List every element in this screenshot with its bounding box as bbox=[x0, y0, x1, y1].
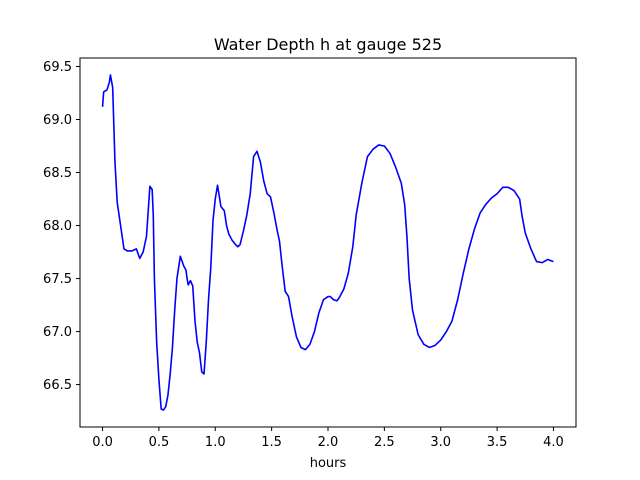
y-tick-label: 69.5 bbox=[43, 60, 72, 75]
x-tick-label: 3.5 bbox=[487, 435, 508, 450]
x-tick-label: 3.0 bbox=[430, 435, 451, 450]
series-layer bbox=[101, 74, 554, 411]
x-tick-label: 0.0 bbox=[92, 435, 113, 450]
y-tick-label: 69.0 bbox=[43, 113, 72, 128]
y-tick-label: 67.0 bbox=[43, 325, 72, 340]
y-tick-label: 66.5 bbox=[43, 378, 72, 393]
x-tick-label: 4.0 bbox=[543, 435, 564, 450]
y-axis: 66.5 67.0 67.5 68.0 68.5 69.0 69.5 bbox=[43, 60, 80, 393]
x-tick-label: 1.5 bbox=[261, 435, 282, 450]
y-tick-label: 68.5 bbox=[43, 166, 72, 181]
x-tick-label: 2.0 bbox=[318, 435, 339, 450]
x-axis-label: hours bbox=[310, 456, 347, 471]
y-tick-label: 68.0 bbox=[43, 219, 72, 234]
y-tick-label: 67.5 bbox=[43, 272, 72, 287]
chart-title: Water Depth h at gauge 525 bbox=[214, 35, 442, 54]
x-tick-label: 2.5 bbox=[374, 435, 395, 450]
series-line-0 bbox=[101, 74, 554, 411]
x-axis: 0.0 0.5 1.0 1.5 2.0 2.5 3.0 3.5 4.0 bbox=[92, 427, 564, 450]
x-tick-label: 0.5 bbox=[149, 435, 170, 450]
x-tick-label: 1.0 bbox=[205, 435, 226, 450]
